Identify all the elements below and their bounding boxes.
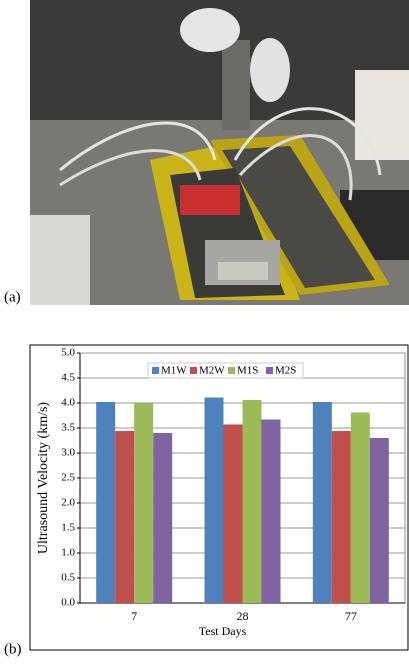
- bar: [134, 403, 154, 603]
- bar: [242, 400, 262, 603]
- legend-swatch: [266, 367, 273, 374]
- bar: [204, 397, 224, 603]
- x-tick-label: 7: [131, 609, 137, 623]
- legend-label: M2S: [275, 365, 296, 377]
- bar: [223, 424, 243, 603]
- legend-swatch: [228, 367, 235, 374]
- y-tick-label: 4.0: [61, 397, 75, 409]
- y-tick-label: 5.0: [61, 347, 75, 359]
- bar: [153, 433, 173, 603]
- y-tick-label: 1.0: [61, 547, 75, 559]
- x-tick-label: 77: [345, 609, 357, 623]
- photo: [30, 0, 409, 305]
- y-axis-label: Ultrasound Velocity (km/s): [36, 402, 51, 555]
- legend-label: M1S: [237, 365, 258, 377]
- legend-swatch: [190, 367, 197, 374]
- bar: [312, 402, 332, 603]
- legend-swatch: [152, 367, 159, 374]
- x-axis-label: Test Days: [199, 624, 247, 638]
- legend-label: M1W: [161, 365, 187, 377]
- bar: [261, 419, 281, 603]
- x-tick-label: 28: [237, 609, 249, 623]
- legend-label: M2W: [199, 365, 225, 377]
- y-tick-label: 3.5: [61, 422, 75, 434]
- panel-label: (a): [4, 289, 21, 305]
- bar: [96, 402, 116, 603]
- bar: [115, 431, 135, 603]
- bar: [369, 438, 389, 603]
- y-tick-label: 2.0: [61, 497, 75, 509]
- bar: [331, 431, 351, 603]
- y-tick-label: 2.5: [61, 472, 75, 484]
- legend-box: [147, 362, 304, 379]
- y-tick-label: 0.0: [61, 597, 75, 609]
- y-tick-label: 4.5: [61, 372, 75, 384]
- bar: [350, 412, 370, 603]
- y-tick-label: 0.5: [61, 572, 75, 584]
- y-tick-label: 1.5: [61, 522, 75, 534]
- panel-label: (b): [4, 641, 22, 657]
- y-tick-label: 3.0: [61, 447, 75, 459]
